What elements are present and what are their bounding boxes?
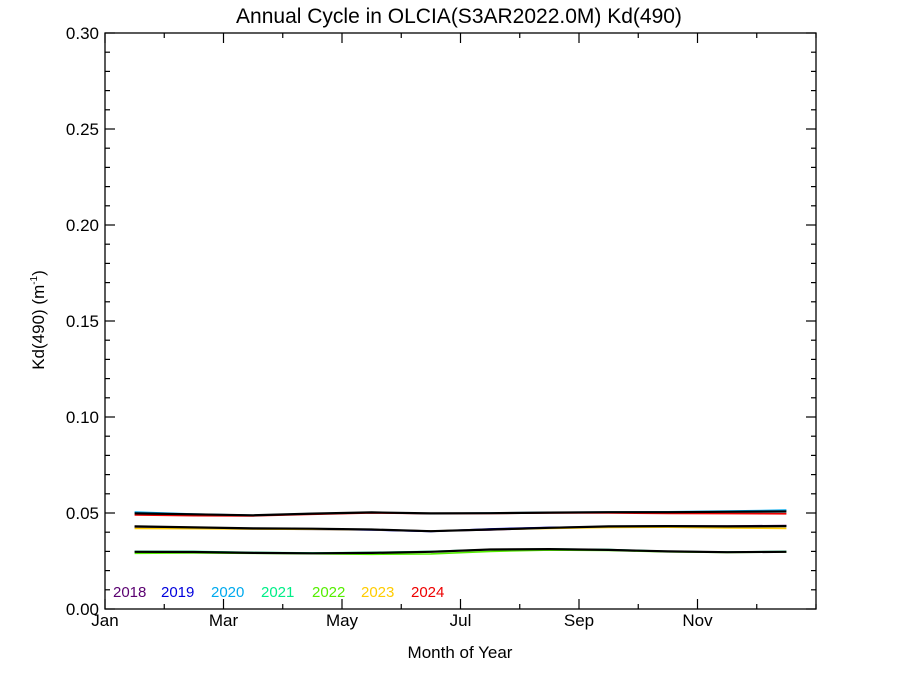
x-tick-label: Mar [209, 611, 239, 630]
legend-label-2018: 2018 [113, 584, 146, 601]
plot-frame [104, 32, 817, 610]
y-tick-label: 0.10 [66, 408, 99, 427]
legend-label-2019: 2019 [161, 584, 194, 601]
legend-label-2021: 2021 [261, 584, 294, 601]
y-axis-label-superscript: -1 [29, 275, 40, 284]
y-tick-label: 0.00 [66, 600, 99, 619]
legend-label-2020: 2020 [211, 584, 244, 601]
x-tick-label: Jul [450, 611, 472, 630]
y-tick-label: 0.30 [66, 24, 99, 43]
mean-line [134, 510, 787, 517]
y-tick-label: 0.25 [66, 120, 99, 139]
legend-label-2023: 2023 [361, 584, 394, 601]
x-axis-label: Month of Year [408, 643, 513, 662]
plot-axes: 0.00 0.05 0.10 0.15 0.20 0.25 0.30 Jan Mar May Jul… [66, 24, 817, 630]
y-axis-label: Kd(490) (m-1) [29, 270, 48, 370]
y-axis-label-close: ) [29, 270, 48, 276]
x-tick-label: Jan [91, 611, 118, 630]
y-tick-label: 0.15 [66, 312, 99, 331]
series-lines [134, 509, 787, 556]
legend: 2018 2019 2020 2021 2022 2023 2024 [113, 584, 444, 601]
x-tick-label: Sep [564, 611, 594, 630]
legend-label-2022: 2022 [312, 584, 345, 601]
y-tick-label: 0.20 [66, 216, 99, 235]
mean-line [134, 524, 787, 533]
legend-label-2024: 2024 [411, 584, 444, 601]
x-tick-label: May [326, 611, 359, 630]
x-tick-label: Nov [682, 611, 713, 630]
y-tick-label: 0.05 [66, 504, 99, 523]
mean-line [134, 547, 787, 555]
chart-title: Annual Cycle in OLCIA(S3AR2022.0M) Kd(49… [236, 5, 682, 28]
y-axis-label-main: Kd(490) (m [29, 285, 48, 370]
